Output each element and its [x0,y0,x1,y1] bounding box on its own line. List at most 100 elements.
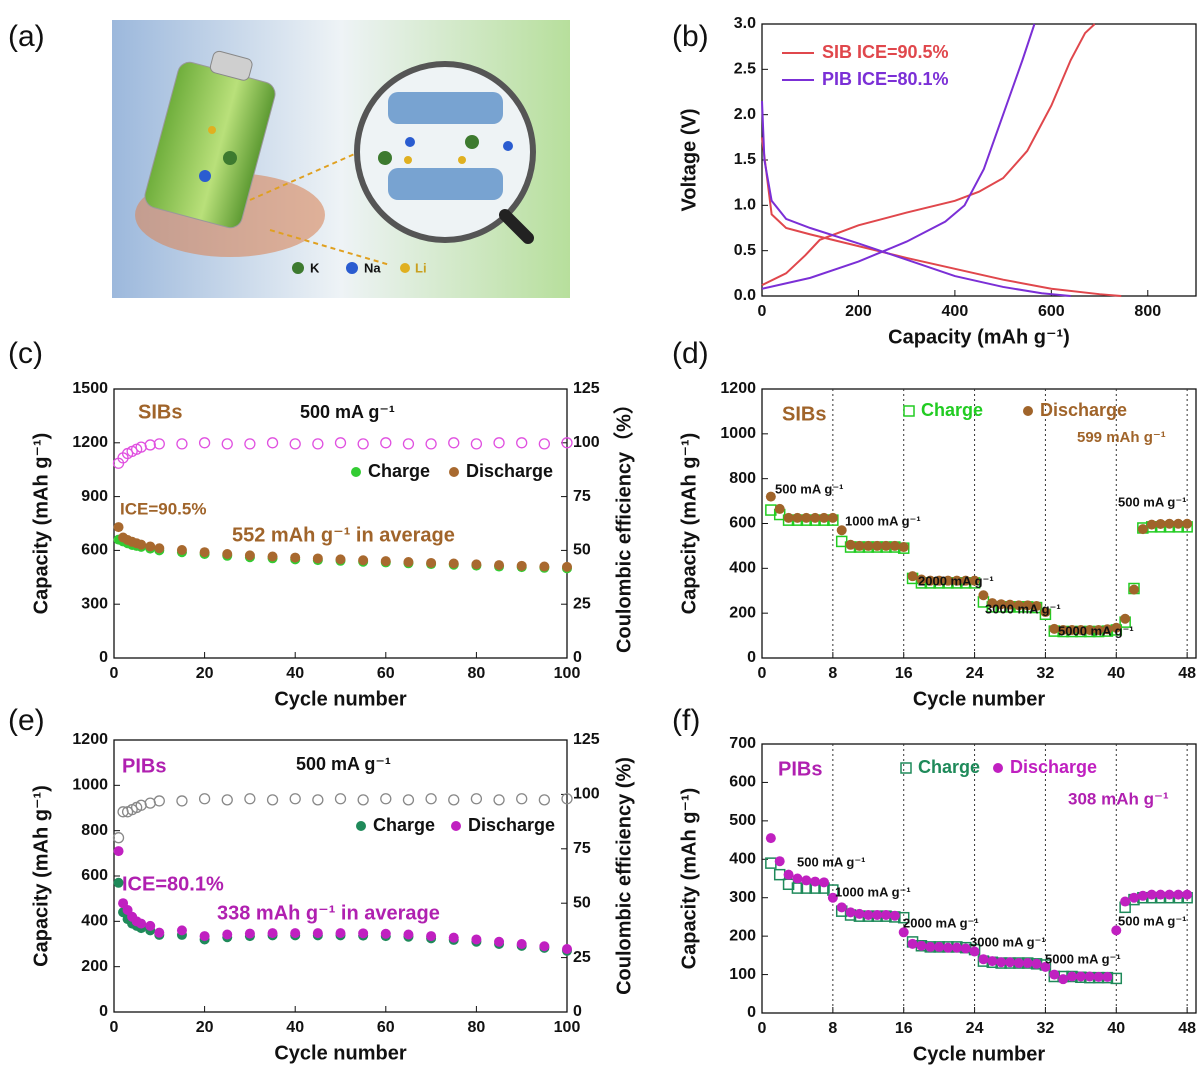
y2-tick-label: 0 [573,649,582,666]
point [449,438,459,448]
panel-label: (b) [672,20,709,53]
point [336,794,346,804]
point [358,555,368,565]
point [313,928,323,938]
y-tick-label: 1500 [72,380,108,397]
y-tick-label: 500 [729,812,756,829]
annotation: 2000 mA g⁻¹ [918,573,994,588]
x-tick-label: 8 [828,1020,837,1037]
atom [503,141,513,151]
point [1164,890,1174,900]
x-tick-label: 24 [966,1020,984,1037]
annotation: 3000 mA g⁻¹ [970,934,1046,949]
x-tick-label: 600 [1038,303,1065,320]
point [381,929,391,939]
point [145,798,155,808]
point [854,541,864,551]
x-tick-label: 60 [377,665,395,682]
atom [458,156,466,164]
point [1147,890,1157,900]
annotation: 1000 mA g⁻¹ [835,884,911,899]
annotation: SIBs [782,403,826,425]
y-tick-label: 300 [81,595,108,612]
point [792,513,802,523]
atom [465,135,479,149]
legend-label: SIB ICE=90.5% [822,42,949,62]
point [358,439,368,449]
point [177,925,187,935]
point [881,910,891,920]
legend-key [356,821,366,831]
legend-key [351,467,361,477]
annotation: 500 mA g⁻¹ [797,854,866,869]
legend-label: PIB ICE=80.1% [822,69,949,89]
point [268,551,278,561]
point [1156,519,1166,529]
annotation: SIBs [138,401,182,423]
point [846,907,856,917]
x-tick-label: 16 [895,665,913,682]
point [934,942,944,952]
point [200,931,210,941]
point [1032,959,1042,969]
point [136,540,146,550]
legend-label: Discharge [1040,400,1127,420]
point [200,438,210,448]
point [881,541,891,551]
point [471,794,481,804]
y2-axis-title: Coulombic efficiency（%） [612,394,635,653]
x-tick-label: 0 [758,1020,767,1037]
point [471,439,481,449]
point [245,550,255,560]
point [494,795,504,805]
y-tick-label: 0 [99,1003,108,1020]
annotation: PIBs [122,755,166,777]
point [1014,958,1024,968]
point [177,545,187,555]
point [403,795,413,805]
y2-tick-label: 125 [573,731,600,748]
point [943,943,953,953]
panel-label: (f) [672,704,700,737]
point [222,795,232,805]
point [114,846,124,856]
x-tick-label: 100 [554,665,581,682]
point [819,877,829,887]
point [819,513,829,523]
y-tick-label: 1000 [72,777,108,794]
point [517,438,527,448]
point [775,856,785,866]
point [1102,972,1112,982]
annotation: 500 mA g⁻¹ [775,481,844,496]
x-tick-label: 32 [1037,665,1055,682]
point [1164,519,1174,529]
x-tick-label: 40 [1107,1020,1125,1037]
y-tick-label: 0.5 [734,242,756,259]
y-tick-label: 1200 [72,434,108,451]
point [313,439,323,449]
point [403,439,413,449]
point [358,928,368,938]
point [539,439,549,449]
annotation: ICE=90.5% [120,499,206,518]
y2-tick-label: 100 [573,434,600,451]
x-tick-label: 40 [1107,665,1125,682]
panel-label: (e) [8,704,45,737]
point [200,547,210,557]
point [978,954,988,964]
atom [199,170,211,182]
y-tick-label: 200 [729,927,756,944]
point [1138,891,1148,901]
point [268,795,278,805]
y-axis-title: Capacity (mAh g⁻¹) [678,433,700,615]
point [987,956,997,966]
legend-key [1023,406,1033,416]
x-axis-title: Cycle number [274,688,406,710]
annotation: ICE=80.1% [122,873,224,895]
point [792,874,802,884]
atom [378,151,392,165]
point [426,439,436,449]
point [200,794,210,804]
point [872,910,882,920]
y2-tick-label: 25 [573,949,591,966]
